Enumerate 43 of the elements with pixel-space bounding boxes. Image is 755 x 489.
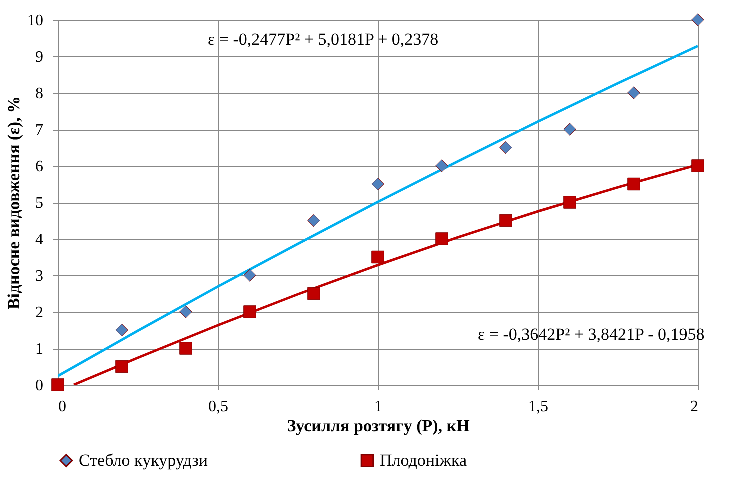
y-tick-label: 9: [36, 49, 44, 66]
y-tick-label: 1: [36, 341, 44, 358]
point: [308, 214, 320, 228]
point: [52, 378, 64, 392]
y-tick-label: 6: [36, 158, 44, 176]
point: [244, 306, 256, 318]
x-axis-title: Зусилля розтягу (P), кН: [287, 416, 470, 436]
point: [180, 306, 192, 318]
annotation: ε = -0,2477P² + 5,0181P + 0,2378: [208, 30, 439, 49]
x-tick-label: 0: [58, 398, 66, 416]
y-tick-label: 10: [28, 12, 44, 30]
y-tick-label: 4: [36, 232, 44, 248]
point: [692, 14, 704, 26]
x-tick-label: 1: [374, 398, 382, 416]
y-tick-label: 5: [36, 195, 44, 212]
y-tick-label: 3: [36, 268, 44, 285]
point: [244, 269, 256, 282]
point: [180, 342, 192, 355]
x-tick-label: 1,5: [528, 398, 548, 416]
point: [500, 214, 512, 228]
point: [372, 178, 384, 191]
x-tick-label: 2: [690, 398, 698, 416]
point: [308, 287, 320, 300]
point: [628, 178, 640, 191]
y-tick-label: 0: [36, 378, 44, 394]
legend-label: Стебло кукурудзи: [79, 450, 208, 470]
legend-label: Плодоніжка: [380, 450, 468, 470]
annotation: ε = -0,3642P² + 3,8421P - 0,1958: [478, 325, 705, 344]
point: [372, 250, 384, 264]
point: [116, 324, 128, 337]
point: [116, 360, 128, 374]
point: [436, 160, 448, 172]
point: [628, 86, 640, 100]
y-tick-label: 2: [36, 304, 44, 322]
point: [564, 196, 576, 209]
point: [564, 123, 576, 136]
point: [692, 160, 704, 172]
y-tick-label: 8: [36, 86, 44, 102]
y-axis-title: Відносне видовження (ε), %: [4, 96, 24, 310]
x-tick-label: 0,5: [208, 398, 228, 416]
point: [436, 232, 448, 246]
point: [500, 141, 512, 154]
y-tick-label: 7: [36, 122, 44, 139]
